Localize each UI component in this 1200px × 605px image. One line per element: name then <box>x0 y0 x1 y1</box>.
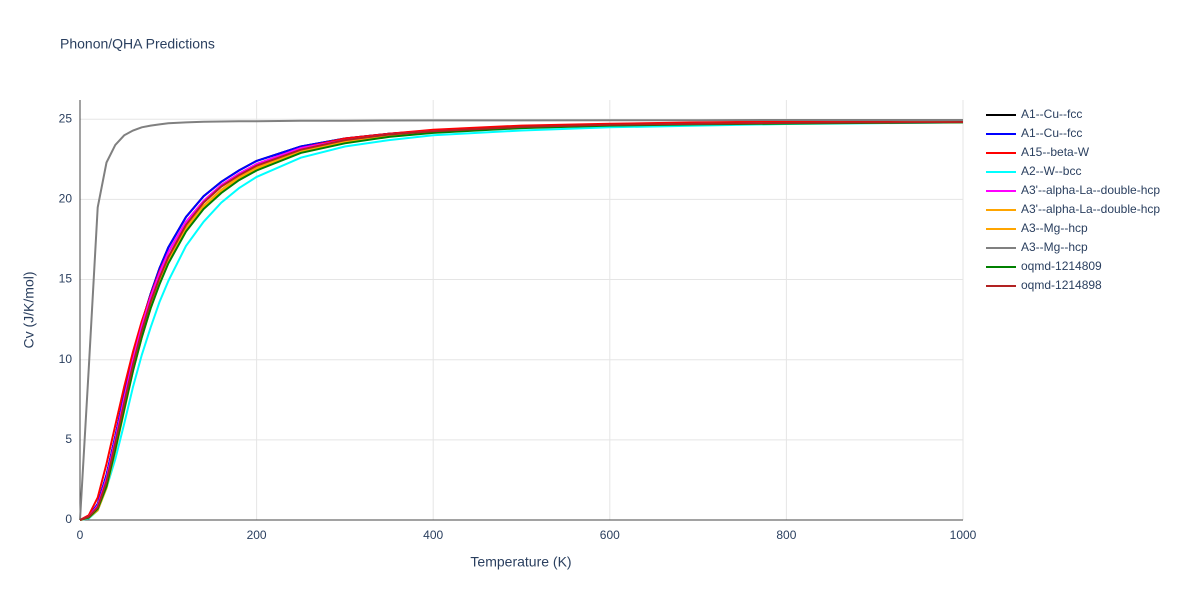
y-tick-label: 5 <box>65 432 72 446</box>
legend-label: A3'--alpha-La--double-hcp <box>1021 202 1160 216</box>
y-tick-label: 20 <box>59 192 73 206</box>
legend-label: A1--Cu--fcc <box>1021 107 1082 121</box>
legend-label: oqmd-1214898 <box>1021 278 1102 292</box>
x-axis-label: Temperature (K) <box>470 554 571 570</box>
series-line <box>79 121 964 521</box>
y-tick-label: 15 <box>59 272 73 286</box>
x-tick-label: 600 <box>600 528 620 542</box>
y-axis-label: Cv (J/K/mol) <box>21 272 37 349</box>
series-line <box>79 121 964 521</box>
y-tick-label: 10 <box>59 352 73 366</box>
series-line <box>79 121 964 521</box>
legend-label: A3--Mg--hcp <box>1021 221 1088 235</box>
series-line <box>79 121 964 521</box>
x-tick-label: 0 <box>77 528 84 542</box>
x-tick-label: 400 <box>423 528 443 542</box>
chart-title: Phonon/QHA Predictions <box>60 36 215 52</box>
legend-label: A15--beta-W <box>1021 145 1090 159</box>
x-tick-label: 1000 <box>950 528 977 542</box>
y-tick-label: 0 <box>65 512 72 526</box>
legend-label: oqmd-1214809 <box>1021 259 1102 273</box>
legend-label: A3--Mg--hcp <box>1021 240 1088 254</box>
series-line <box>79 119 963 521</box>
legend-label: A2--W--bcc <box>1021 164 1081 178</box>
series-line <box>79 119 964 521</box>
legend-label: A1--Cu--fcc <box>1021 126 1082 140</box>
y-tick-label: 25 <box>59 111 73 125</box>
series-line <box>79 121 964 521</box>
series-line <box>79 121 964 521</box>
series-line <box>79 121 964 521</box>
legend-label: A3'--alpha-La--double-hcp <box>1021 183 1160 197</box>
x-tick-label: 800 <box>776 528 796 542</box>
series-line <box>79 121 964 521</box>
x-tick-label: 200 <box>247 528 267 542</box>
